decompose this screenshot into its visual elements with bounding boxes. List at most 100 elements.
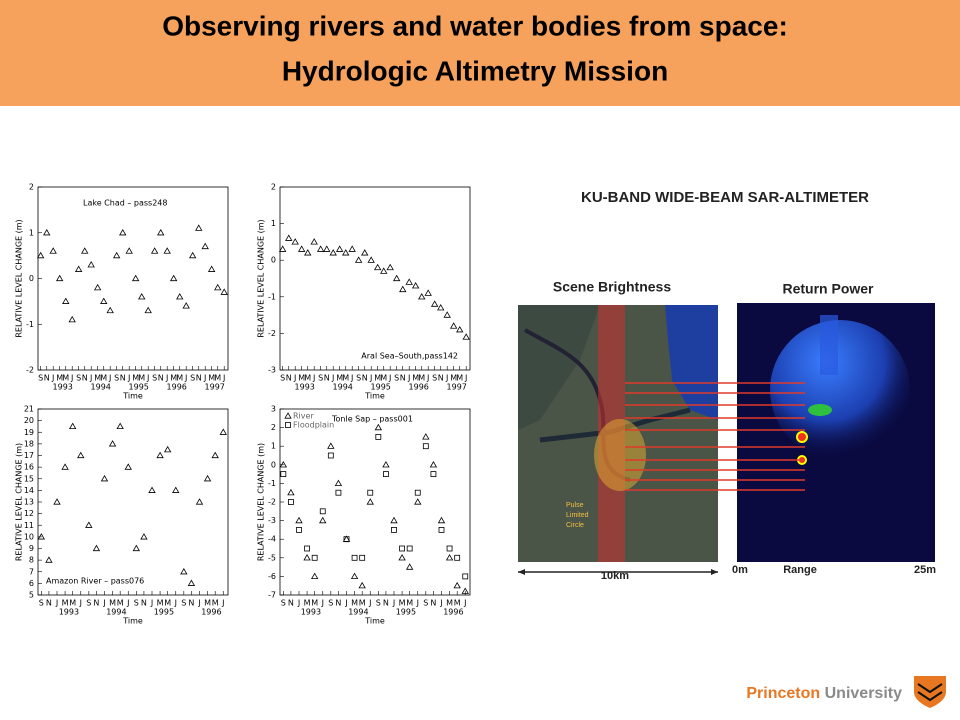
year-label: 1994 xyxy=(333,383,353,392)
x-tick-label: M xyxy=(298,374,305,383)
x-tick-label: N xyxy=(196,374,202,383)
figure-label: Scene Brightness xyxy=(553,279,671,295)
plume xyxy=(820,315,838,375)
y-tick-label: -2 xyxy=(268,329,276,338)
x-tick-label: M xyxy=(62,374,69,383)
x-tick-label: M xyxy=(132,374,139,383)
y-tick-label: 1 xyxy=(271,219,276,228)
x-tick-label: J xyxy=(293,374,296,383)
point xyxy=(367,256,375,263)
point xyxy=(68,315,76,323)
point xyxy=(446,545,453,552)
x-tick-label: M xyxy=(311,599,318,608)
point xyxy=(361,249,369,256)
point xyxy=(43,228,51,236)
plot-frame xyxy=(37,186,229,371)
x-tick-label: M xyxy=(418,374,425,383)
year-label: 1996 xyxy=(409,383,429,392)
point xyxy=(430,300,439,307)
x-tick-label: N xyxy=(324,374,330,383)
point xyxy=(343,536,350,543)
point xyxy=(138,292,146,300)
x-tick-label: N xyxy=(362,374,368,383)
year-label: 1996 xyxy=(443,608,463,617)
y-tick-label: -2 xyxy=(26,366,34,375)
point xyxy=(92,544,101,552)
point xyxy=(358,581,366,589)
point xyxy=(108,440,117,447)
point xyxy=(461,587,469,594)
x-tick-label: M xyxy=(69,599,76,608)
x-tick-label: J xyxy=(89,374,92,383)
x-tick-label: M xyxy=(176,374,183,383)
footer-brand: Princeton University xyxy=(746,685,902,702)
y-axis-label: RELATIVE LEVEL CHANGE (m) xyxy=(257,219,266,337)
point xyxy=(132,544,141,552)
point xyxy=(405,278,413,285)
y-tick-label: 21 xyxy=(24,405,34,414)
point xyxy=(391,527,397,533)
x-tick-label: J xyxy=(184,374,187,383)
x-tick-label: J xyxy=(150,599,153,608)
point xyxy=(390,516,398,524)
range-lines xyxy=(625,382,805,491)
year-label: 1996 xyxy=(201,608,221,617)
x-tick-label: J xyxy=(197,599,200,608)
plot-frame xyxy=(37,408,229,596)
y-tick-label: 16 xyxy=(24,463,34,472)
x-tick-label: S xyxy=(423,599,428,608)
point xyxy=(100,474,109,482)
x-tick-label: M xyxy=(117,599,124,608)
legend-label: River xyxy=(293,412,314,421)
x-tick-label: M xyxy=(62,599,69,608)
point xyxy=(327,452,334,459)
point xyxy=(327,442,335,449)
point xyxy=(125,247,133,254)
x-tick-label: J xyxy=(426,374,429,383)
y-tick-label: 20 xyxy=(24,416,34,425)
title: Observing rivers and water bodies from s… xyxy=(162,10,788,41)
point xyxy=(335,489,342,496)
x-tick-label: M xyxy=(454,599,461,608)
year-label: 1997 xyxy=(205,383,225,392)
x-tick-label: N xyxy=(82,374,88,383)
year-label: 1994 xyxy=(348,608,368,617)
x-tick-label: J xyxy=(146,374,149,383)
point xyxy=(437,516,446,524)
x-tick-label: N xyxy=(430,599,436,608)
year-label: 1995 xyxy=(154,608,174,617)
y-tick-label: 0 xyxy=(271,256,276,265)
point xyxy=(288,499,294,505)
point xyxy=(106,306,114,314)
x-tick-label: S xyxy=(394,374,399,383)
point xyxy=(354,256,363,263)
circle-label: Limited xyxy=(566,512,589,519)
point xyxy=(323,245,331,252)
y-tick-label: 1 xyxy=(29,228,34,237)
x-axis-label: Time xyxy=(364,392,385,401)
x-tick-label: N xyxy=(158,374,164,383)
point xyxy=(157,228,165,236)
x-tick-label: M xyxy=(359,599,366,608)
point xyxy=(278,245,287,252)
x-tick-label: J xyxy=(344,599,347,608)
y-tick-label: -2 xyxy=(268,498,276,507)
x-tick-label: S xyxy=(318,374,323,383)
point xyxy=(430,471,437,478)
x-tick-label: N xyxy=(438,374,444,383)
x-tick-label: J xyxy=(174,599,177,608)
x-tick-label: J xyxy=(203,374,206,383)
x-tick-label: N xyxy=(383,599,389,608)
x-tick-label: S xyxy=(280,374,285,383)
year-label: 1994 xyxy=(106,608,126,617)
x-tick-label: J xyxy=(126,599,129,608)
point xyxy=(359,554,366,561)
range-label: 0m xyxy=(732,564,748,576)
x-tick-label: M xyxy=(214,374,221,383)
point xyxy=(462,333,470,340)
year-label: 1993 xyxy=(59,608,79,617)
point xyxy=(74,265,83,272)
y-tick-label: 0 xyxy=(271,460,276,469)
